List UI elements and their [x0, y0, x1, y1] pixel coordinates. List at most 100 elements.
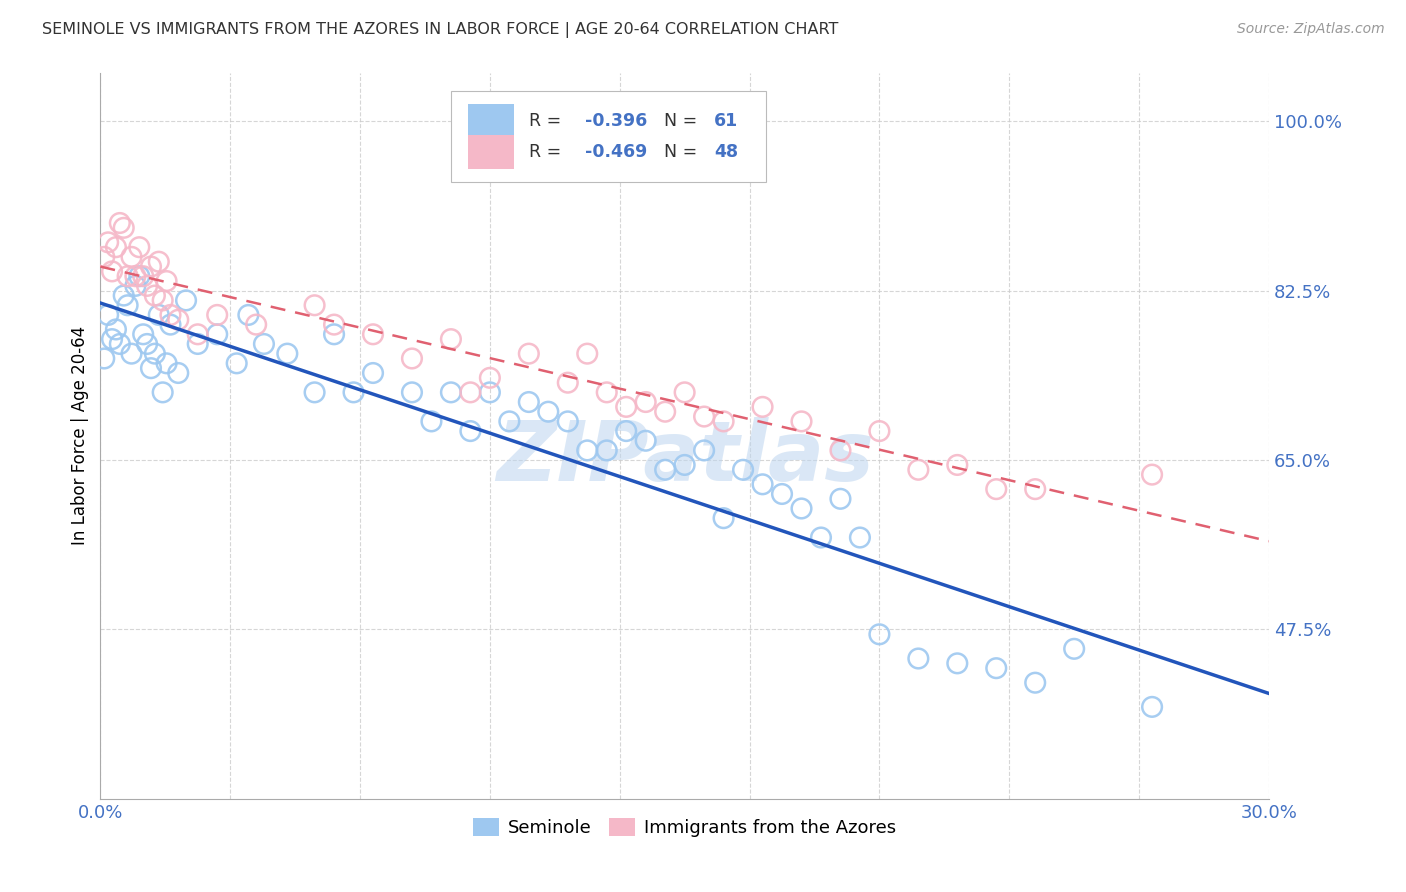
- Point: [117, 298, 139, 312]
- Point: [205, 327, 228, 342]
- Point: [634, 434, 657, 448]
- Point: [1140, 467, 1163, 482]
- Point: [731, 463, 754, 477]
- Point: [557, 376, 579, 390]
- Point: [205, 308, 228, 322]
- Point: [108, 337, 131, 351]
- Text: -0.396: -0.396: [585, 112, 648, 130]
- Point: [440, 332, 463, 346]
- Point: [498, 414, 520, 428]
- Point: [323, 327, 346, 342]
- Point: [1140, 699, 1163, 714]
- Point: [117, 269, 139, 284]
- Point: [128, 269, 150, 284]
- Point: [93, 250, 115, 264]
- Point: [517, 395, 540, 409]
- Point: [673, 385, 696, 400]
- Point: [276, 346, 298, 360]
- Point: [693, 409, 716, 424]
- Point: [136, 337, 159, 351]
- Point: [713, 414, 735, 428]
- Text: N =: N =: [664, 112, 703, 130]
- Point: [304, 385, 326, 400]
- Point: [460, 424, 482, 438]
- Text: 61: 61: [714, 112, 738, 130]
- Point: [112, 288, 135, 302]
- Point: [159, 318, 181, 332]
- Point: [576, 443, 599, 458]
- Point: [478, 385, 501, 400]
- Text: R =: R =: [529, 143, 567, 161]
- Point: [97, 235, 120, 250]
- Point: [849, 531, 872, 545]
- Point: [159, 308, 181, 322]
- Point: [187, 327, 209, 342]
- Point: [155, 274, 177, 288]
- Point: [323, 318, 346, 332]
- Point: [478, 371, 501, 385]
- Point: [634, 395, 657, 409]
- Point: [139, 361, 162, 376]
- Text: SEMINOLE VS IMMIGRANTS FROM THE AZORES IN LABOR FORCE | AGE 20-64 CORRELATION CH: SEMINOLE VS IMMIGRANTS FROM THE AZORES I…: [42, 22, 838, 38]
- Point: [770, 487, 793, 501]
- Point: [101, 332, 124, 346]
- Point: [155, 356, 177, 370]
- Point: [654, 405, 676, 419]
- Point: [401, 351, 423, 366]
- Point: [1024, 482, 1046, 496]
- Point: [225, 356, 247, 370]
- Point: [124, 269, 146, 284]
- Point: [152, 385, 174, 400]
- Point: [751, 477, 773, 491]
- Point: [132, 269, 155, 284]
- Point: [167, 312, 190, 326]
- FancyBboxPatch shape: [451, 91, 766, 182]
- Point: [596, 443, 619, 458]
- Point: [361, 327, 384, 342]
- Point: [97, 308, 120, 322]
- Point: [304, 298, 326, 312]
- Point: [810, 531, 832, 545]
- FancyBboxPatch shape: [468, 104, 515, 137]
- Text: ZIPatlas: ZIPatlas: [496, 417, 873, 499]
- FancyBboxPatch shape: [468, 136, 515, 169]
- Point: [790, 501, 813, 516]
- Point: [868, 424, 890, 438]
- Point: [557, 414, 579, 428]
- Point: [101, 264, 124, 278]
- Text: R =: R =: [529, 112, 567, 130]
- Point: [108, 216, 131, 230]
- Point: [830, 443, 852, 458]
- Point: [238, 308, 260, 322]
- Text: N =: N =: [664, 143, 703, 161]
- Point: [830, 491, 852, 506]
- Point: [152, 293, 174, 308]
- Point: [907, 463, 929, 477]
- Point: [713, 511, 735, 525]
- Point: [946, 657, 969, 671]
- Point: [440, 385, 463, 400]
- Point: [112, 220, 135, 235]
- Point: [596, 385, 619, 400]
- Point: [946, 458, 969, 472]
- Point: [790, 414, 813, 428]
- Point: [121, 346, 143, 360]
- Point: [139, 260, 162, 274]
- Point: [148, 254, 170, 268]
- Point: [132, 327, 155, 342]
- Point: [93, 351, 115, 366]
- Point: [361, 366, 384, 380]
- Point: [1024, 675, 1046, 690]
- Point: [174, 293, 197, 308]
- Point: [148, 308, 170, 322]
- Point: [124, 279, 146, 293]
- Point: [187, 337, 209, 351]
- Point: [104, 240, 127, 254]
- Point: [614, 424, 637, 438]
- Point: [460, 385, 482, 400]
- Point: [537, 405, 560, 419]
- Point: [143, 288, 166, 302]
- Point: [986, 661, 1008, 675]
- Point: [986, 482, 1008, 496]
- Point: [245, 318, 267, 332]
